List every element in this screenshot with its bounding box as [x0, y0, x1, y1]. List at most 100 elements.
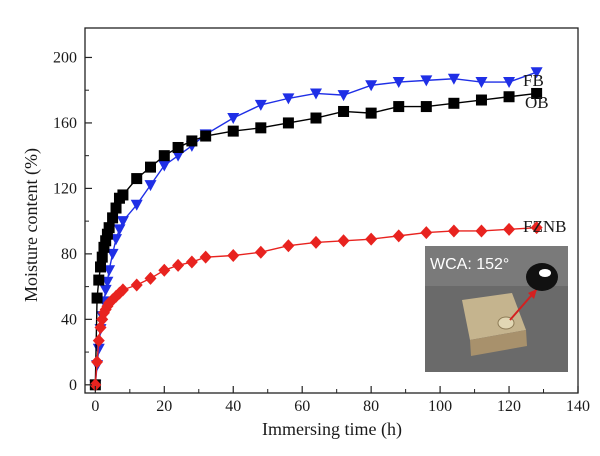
data-point-fznb	[172, 258, 185, 272]
data-point-fb	[99, 284, 112, 296]
data-point-fznb	[282, 239, 295, 253]
data-point-ob	[393, 101, 405, 113]
data-point-ob	[103, 222, 115, 234]
x-tick-label: 0	[91, 398, 99, 415]
data-point-fb	[116, 216, 129, 228]
data-point-ob	[503, 91, 515, 103]
series-label-fznb: FZNB	[523, 217, 566, 236]
data-point-ob	[448, 97, 460, 109]
data-point-ob	[338, 105, 350, 117]
data-point-ob	[96, 251, 108, 263]
x-tick-label: 60	[294, 398, 310, 415]
data-point-fznb	[309, 235, 322, 249]
data-point-fznb	[365, 232, 378, 246]
data-point-fznb	[199, 250, 212, 264]
data-point-fb	[101, 276, 114, 288]
data-point-fb	[420, 75, 433, 87]
data-point-fb	[130, 199, 143, 211]
data-point-ob	[255, 122, 267, 134]
data-point-fznb	[158, 263, 171, 277]
data-point-fznb	[337, 234, 350, 248]
data-point-fb	[282, 93, 295, 105]
data-point-fznb	[530, 221, 543, 235]
data-point-fznb	[475, 224, 488, 238]
data-point-fb	[227, 113, 240, 125]
wood-block-side	[470, 330, 527, 356]
plot-frame	[84, 27, 579, 394]
x-tick-label: 40	[225, 398, 241, 415]
data-point-ob	[98, 241, 110, 253]
data-point-ob	[110, 202, 122, 214]
y-tick-label: 80	[61, 246, 77, 263]
droplet-zoom	[526, 263, 558, 291]
data-point-fb	[309, 88, 322, 100]
data-point-fznb	[447, 224, 460, 238]
data-point-fznb	[92, 334, 105, 348]
data-point-fznb	[254, 245, 267, 259]
data-point-fznb	[185, 255, 198, 269]
data-point-ob	[200, 130, 212, 142]
data-point-fb	[254, 99, 267, 111]
data-point-ob	[475, 94, 487, 106]
data-point-ob	[91, 292, 103, 304]
data-point-fb	[475, 77, 488, 89]
data-point-fb	[144, 180, 157, 192]
data-point-ob	[531, 87, 543, 99]
x-tick-label: 140	[566, 398, 590, 415]
data-point-fb	[106, 248, 119, 260]
data-point-fznb	[130, 278, 143, 292]
data-point-fb	[158, 160, 171, 172]
chart-axes: 0 20 40 60 80 100 120 140 0 40 80 120 160 200	[53, 27, 590, 415]
data-point-ob	[95, 261, 107, 273]
data-point-ob	[145, 161, 157, 173]
data-point-fznb	[503, 222, 516, 236]
data-point-ob	[93, 274, 105, 286]
data-point-fb	[110, 234, 123, 246]
x-tick-label: 80	[363, 398, 379, 415]
data-point-ob	[101, 228, 113, 240]
y-tick-label: 0	[69, 377, 77, 394]
y-tick-label: 160	[53, 115, 77, 132]
data-point-fb	[447, 73, 460, 85]
data-point-fznb	[420, 226, 433, 240]
y-tick-label: 120	[53, 180, 77, 197]
data-point-ob	[117, 189, 129, 201]
x-tick-label: 100	[428, 398, 452, 415]
data-point-fznb	[89, 378, 102, 392]
data-point-fznb	[392, 229, 405, 243]
x-tick-label: 120	[497, 398, 521, 415]
data-point-ob	[227, 125, 239, 137]
data-point-ob	[107, 212, 119, 224]
data-point-ob	[100, 235, 112, 247]
inset-pointer-head	[528, 289, 537, 299]
data-point-fb	[113, 224, 126, 236]
data-point-ob	[172, 141, 184, 153]
x-axis-title: Immersing time (h)	[262, 419, 402, 440]
data-point-fznb	[144, 271, 157, 285]
inset-photo: WCA: 152°	[425, 246, 568, 372]
data-point-fznb	[91, 355, 104, 369]
data-point-fb	[365, 80, 378, 92]
data-point-ob	[282, 117, 294, 129]
droplet-highlight	[539, 269, 551, 277]
data-point-fb	[530, 67, 543, 79]
data-point-fb	[103, 265, 116, 277]
y-tick-label: 200	[53, 49, 77, 66]
data-point-ob	[158, 150, 170, 162]
y-axis-title: Moisture content (%)	[21, 148, 42, 302]
series-label-ob: OB	[525, 93, 549, 112]
wca-label: WCA: 152°	[430, 256, 509, 273]
series-label-fb: FB	[523, 71, 544, 90]
data-point-ob	[420, 101, 432, 113]
data-point-fb	[337, 90, 350, 102]
x-tick-label: 20	[156, 398, 172, 415]
chart-marks	[89, 67, 543, 392]
data-point-fb	[172, 150, 185, 162]
data-point-ob	[131, 173, 143, 185]
data-point-fznb	[227, 249, 240, 263]
data-point-ob	[310, 112, 322, 124]
y-tick-label: 40	[61, 311, 77, 328]
data-point-fb	[392, 77, 405, 89]
data-point-fb	[503, 77, 516, 89]
